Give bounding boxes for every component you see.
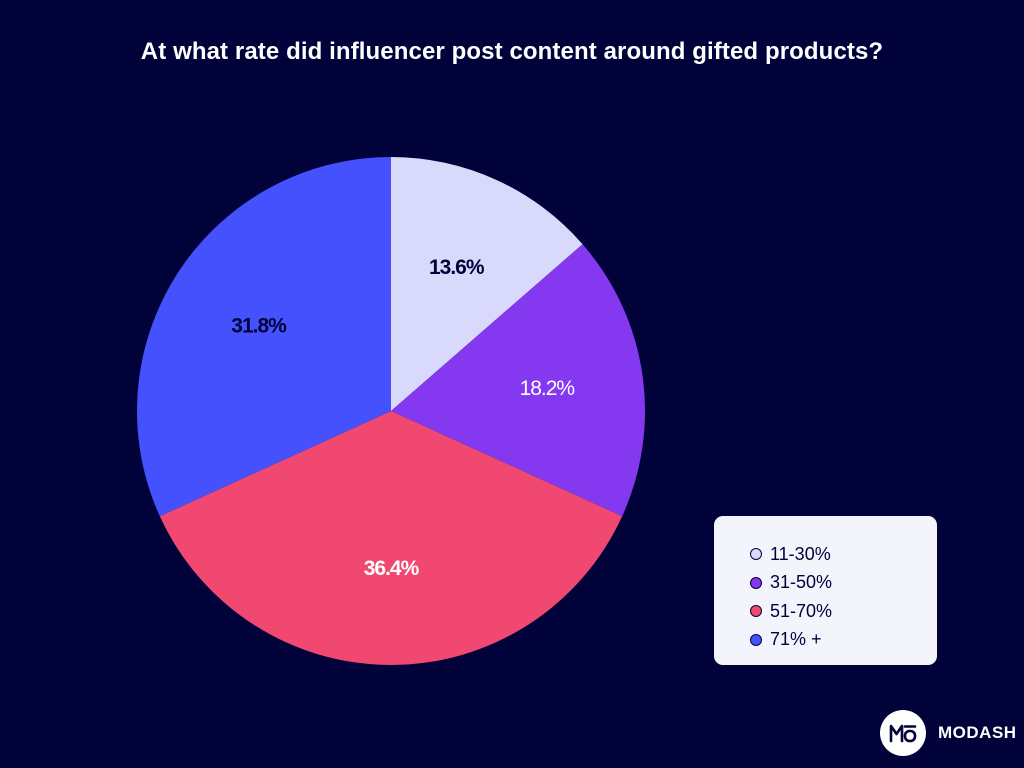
legend-label: 31-50%: [770, 572, 833, 593]
legend-item: 11-30%: [750, 540, 937, 569]
pie-slice-71: [136, 157, 391, 517]
brand-name: MODASH: [938, 723, 1017, 742]
modash-logo-mark: [889, 724, 917, 743]
legend-swatch-1: [750, 576, 762, 589]
chart-title: At what rate did influencer post content…: [140, 38, 884, 65]
modash-logo-icon: [880, 710, 926, 756]
legend-item: 31-50%: [750, 569, 937, 598]
legend-label: 51-70%: [770, 600, 833, 621]
legend-label: 71% +: [770, 629, 822, 650]
slice-data-label: 36.4%: [364, 557, 420, 580]
slice-data-label: 18.2%: [520, 377, 575, 400]
legend-swatch-2: [750, 605, 762, 618]
legend-item: 71% +: [750, 626, 937, 655]
legend-label: 11-30%: [770, 543, 831, 564]
legend-swatch-0: [750, 548, 762, 561]
chart-legend: 11-30% 31-50% 51-70% 71% +: [714, 516, 937, 665]
slice-data-label: 31.8%: [231, 314, 287, 337]
legend-swatch-3: [750, 633, 762, 646]
brand: MODASH: [880, 710, 1017, 756]
slice-data-label: 13.6%: [429, 256, 485, 279]
legend-item: 51-70%: [750, 597, 937, 626]
pie-slice-11-30: [391, 157, 583, 411]
pie-slice-51-70: [159, 411, 623, 665]
pie-slice-31-50: [391, 244, 645, 517]
